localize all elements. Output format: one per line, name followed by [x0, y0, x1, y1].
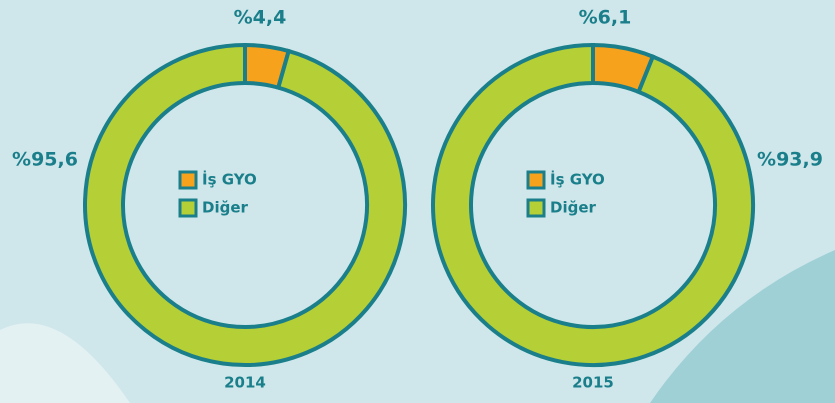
decor-swoosh	[650, 250, 835, 403]
data-label: %93,9	[757, 149, 823, 171]
legend-label: İş GYO	[202, 170, 257, 189]
donut-slice	[83, 42, 407, 367]
legend-label: Diğer	[202, 199, 249, 217]
legend-swatch	[526, 198, 546, 218]
chart-title: 2014	[224, 374, 266, 392]
data-label: %4,4	[234, 7, 287, 29]
decor-swoosh	[0, 323, 130, 403]
data-label: %6,1	[579, 7, 632, 29]
legend-label: Diğer	[550, 199, 597, 217]
legend-swatch	[178, 170, 198, 190]
donut-slice	[431, 42, 755, 367]
legend-swatch	[526, 170, 546, 190]
legend-label: İş GYO	[550, 170, 605, 189]
legend-swatch	[178, 198, 198, 218]
data-label: %95,6	[12, 149, 78, 171]
chart-title: 2015	[572, 374, 614, 392]
